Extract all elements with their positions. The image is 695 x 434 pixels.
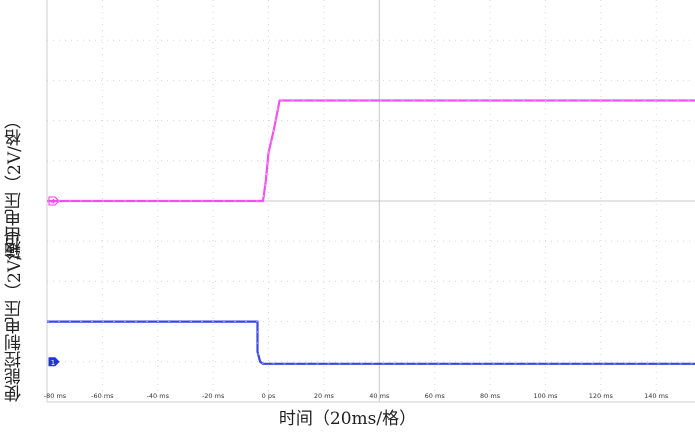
channel-marker-1 xyxy=(48,357,60,367)
x-tick-label: 80 ms xyxy=(480,392,501,400)
channel-marker-label-1: 1 xyxy=(51,359,55,367)
y-label-enable-voltage: 使能控制电压（2V/格） xyxy=(5,220,25,402)
x-tick-label: -40 ms xyxy=(147,392,170,400)
trace-channel-1 xyxy=(47,320,695,365)
x-tick-labels: -80 ms -60 ms -40 ms -20 ms 0 ps 20 ms 40 ms 60… xyxy=(44,392,669,400)
trace-channel-4 xyxy=(47,99,695,203)
trace-texture-channel-1 xyxy=(47,321,695,365)
x-tick-label: 100 ms xyxy=(533,392,558,400)
x-axis-label: 时间（20ms/格） xyxy=(278,409,417,429)
x-tick-label: 60 ms xyxy=(425,392,446,400)
x-tick-label: 20 ms xyxy=(314,392,335,400)
x-tick-label: 120 ms xyxy=(589,392,614,400)
x-tick-label: 40 ms xyxy=(369,392,390,400)
x-tick-label: -60 ms xyxy=(91,392,114,400)
traces xyxy=(47,99,695,365)
x-tick-label: -20 ms xyxy=(202,392,225,400)
trace-texture-channel-4 xyxy=(47,100,695,202)
x-tick-label: -80 ms xyxy=(44,392,67,400)
x-tick-label: 0 ps xyxy=(262,392,276,400)
x-tick-label: 140 ms xyxy=(644,392,669,400)
